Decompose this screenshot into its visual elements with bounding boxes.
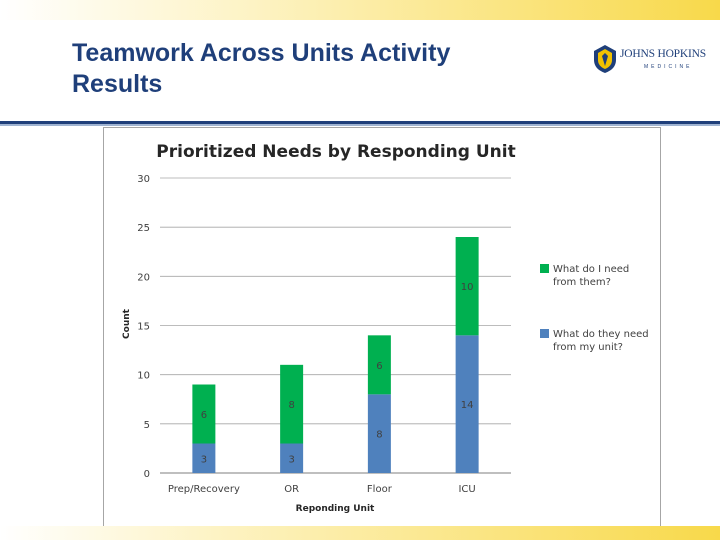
bottom-accent-band	[0, 526, 720, 540]
bar-segment	[280, 364, 304, 444]
bar-segment	[455, 335, 479, 473]
x-axis-label: Reponding Unit	[296, 504, 375, 514]
bar-segment	[367, 335, 391, 395]
legend: What do I need from them? What do they nee…	[540, 264, 649, 353]
legend-swatch	[540, 329, 549, 338]
chart-frame: Prioritized Needs by Responding Unit Cou…	[103, 127, 661, 528]
slide-title: Teamwork Across Units Activity Results	[72, 39, 451, 98]
x-tick-label: ICU	[458, 484, 475, 495]
shield-icon	[594, 45, 616, 73]
data-label: 3	[201, 454, 207, 465]
header-rule	[0, 121, 720, 124]
legend-label: What do I need from them?	[553, 264, 629, 288]
y-axis-label: Count	[122, 308, 132, 339]
gridlines: 0 5 10 15 20 25 30	[137, 174, 511, 480]
data-label: 8	[376, 430, 382, 441]
y-tick-label: 25	[137, 223, 150, 234]
legend-swatch	[540, 264, 549, 273]
data-label: 10	[461, 282, 474, 293]
bar-segment	[455, 237, 479, 336]
top-accent-band	[0, 0, 720, 20]
data-label: 6	[201, 410, 207, 421]
x-tick-label: Prep/Recovery	[168, 484, 240, 495]
y-tick-label: 5	[144, 420, 150, 431]
chart-title: Prioritized Needs by Responding Unit	[156, 142, 515, 162]
bar-segment	[192, 384, 216, 444]
header-rule-light	[0, 124, 720, 126]
stacked-bar-chart: Prioritized Needs by Responding Unit Cou…	[122, 142, 649, 514]
data-label: 14	[461, 400, 474, 411]
y-tick-label: 0	[144, 469, 150, 480]
bar-segment	[192, 443, 216, 473]
data-label: 8	[288, 400, 294, 411]
data-label: 3	[288, 454, 294, 465]
x-tick-label: Floor	[367, 484, 393, 495]
y-tick-label: 30	[137, 174, 150, 185]
logo-subtitle: MEDICINE	[644, 64, 693, 70]
logo-wordmark: JOHNS HOPKINS	[620, 48, 706, 60]
johns-hopkins-logo: JOHNS HOPKINS MEDICINE	[592, 44, 712, 80]
y-tick-label: 10	[137, 371, 150, 382]
x-tick-label: OR	[284, 484, 299, 495]
bars: 3 6 Prep/Recovery 3 8 OR 8 6 Floor 14 10 ICU	[168, 237, 479, 495]
y-tick-label: 20	[137, 272, 150, 283]
legend-label: What do they need from my unit?	[553, 329, 649, 353]
y-tick-label: 15	[137, 322, 150, 333]
bar-segment	[367, 394, 391, 473]
bar-segment	[280, 443, 304, 473]
data-label: 6	[376, 361, 382, 372]
